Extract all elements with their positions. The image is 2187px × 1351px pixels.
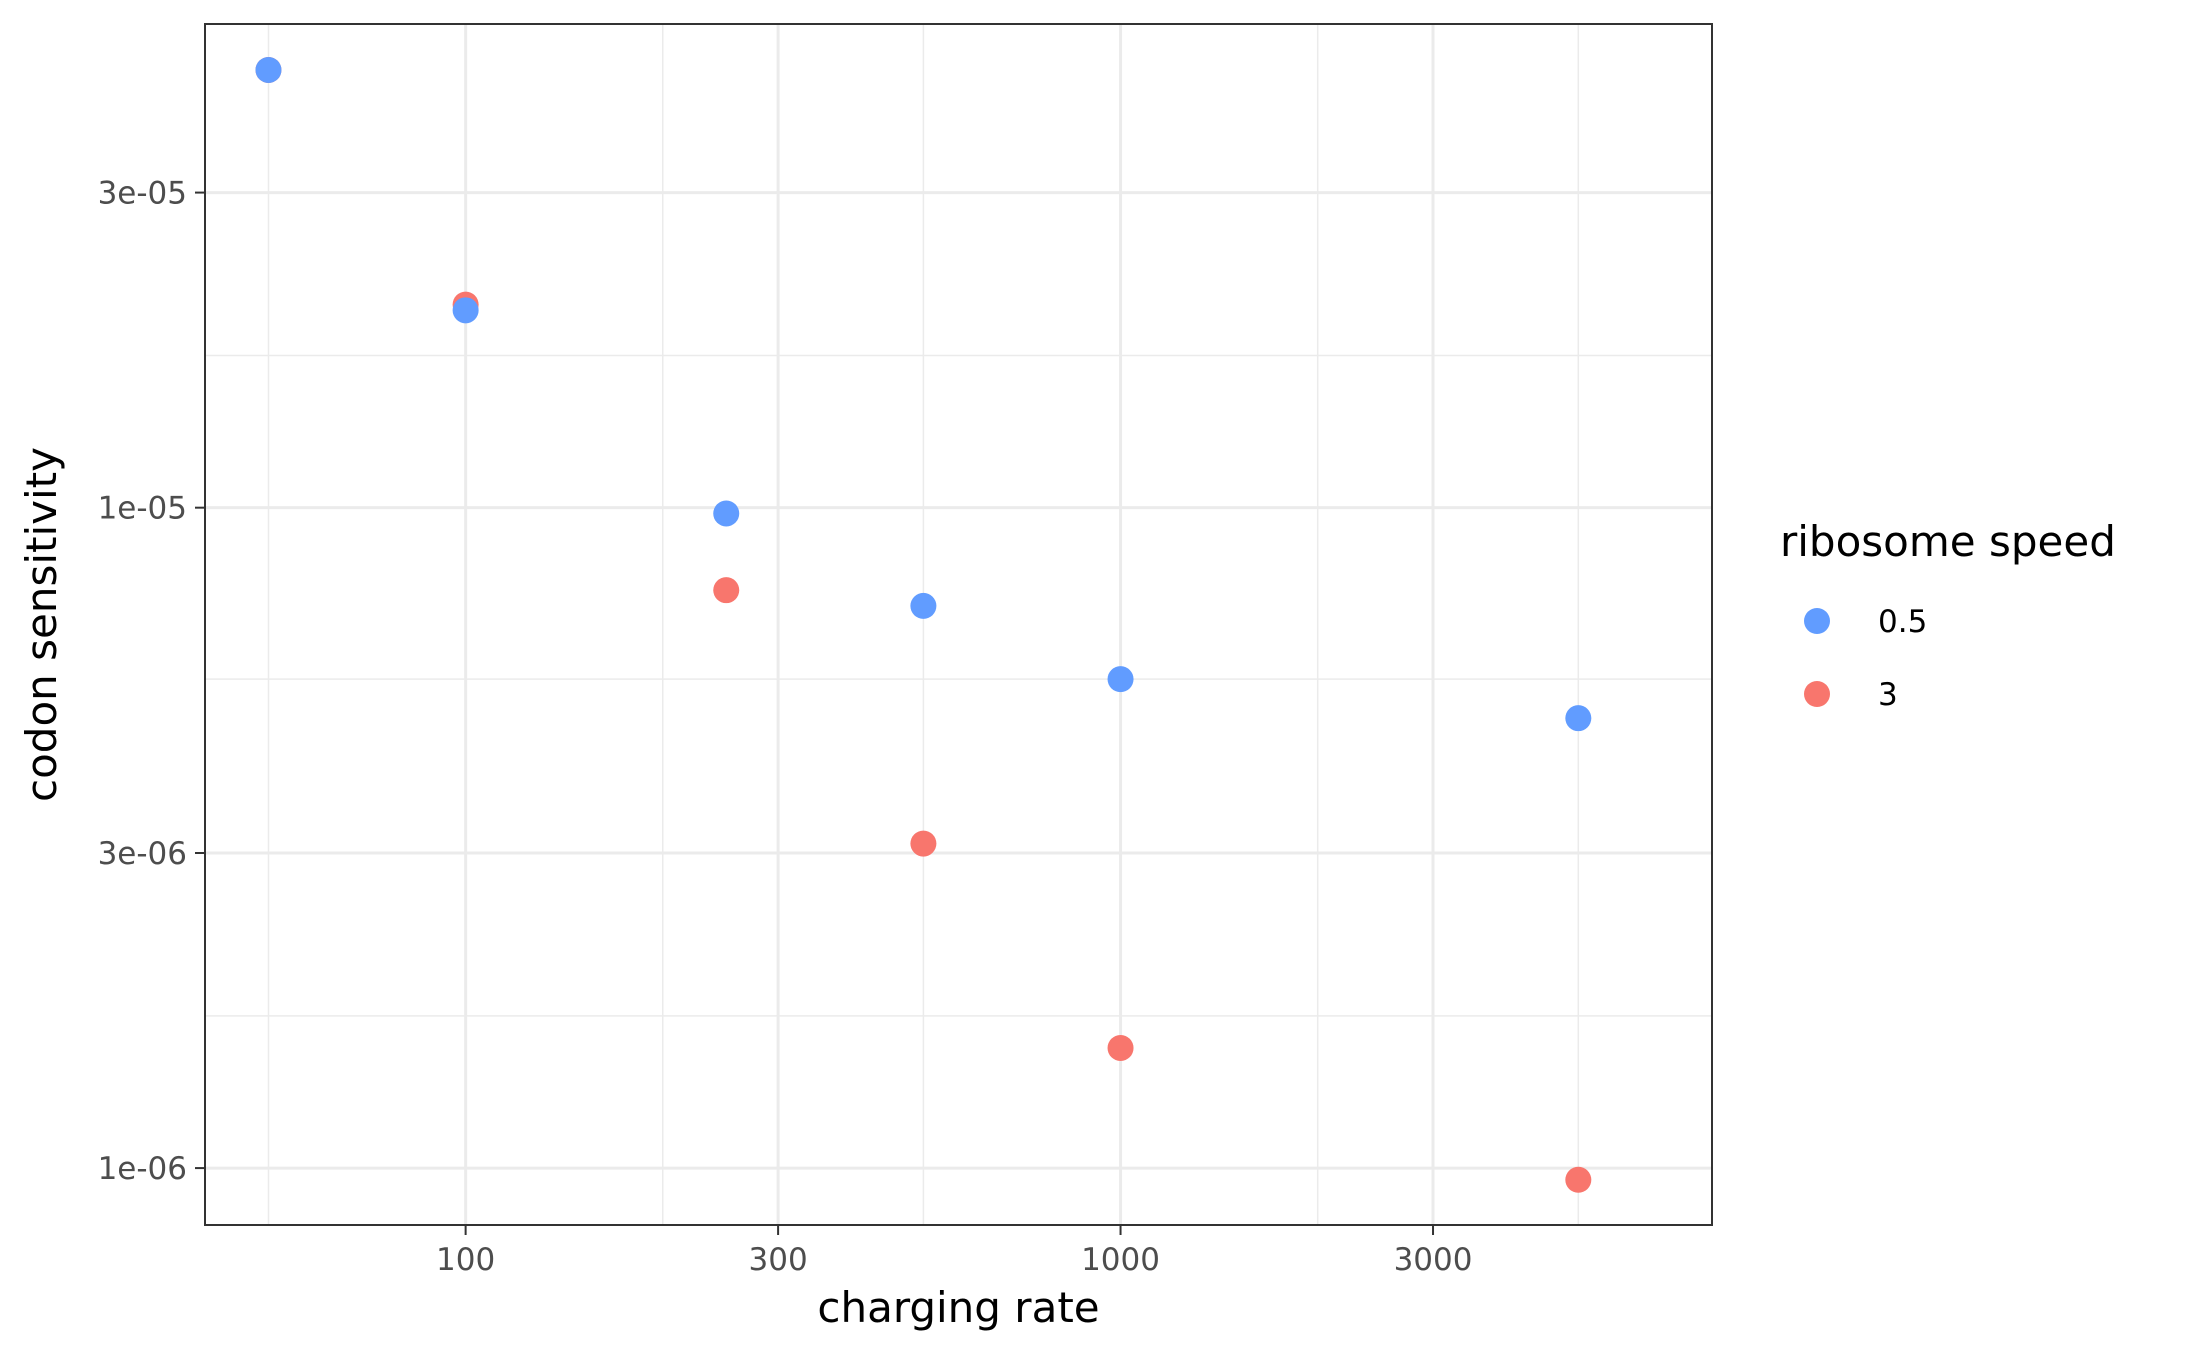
axes: 100 300 1000 3000 1e-06 3e-06 1e-05 3e-05 xyxy=(98,176,1473,1278)
data-points xyxy=(255,56,1592,1193)
data-point-speed-3 xyxy=(1107,1034,1134,1061)
legend-title: ribosome speed xyxy=(1780,517,2116,566)
legend-label: 0.5 xyxy=(1878,604,1927,640)
x-tick-label: 300 xyxy=(749,1242,808,1278)
legend: ribosome speed 0.5 3 xyxy=(1780,517,2116,713)
data-point-speed-0_5 xyxy=(255,56,282,83)
x-tick-label: 3000 xyxy=(1394,1242,1473,1278)
y-axis-title: codon sensitivity xyxy=(17,447,66,802)
data-point-speed-0_5 xyxy=(1565,705,1592,732)
data-point-speed-3 xyxy=(910,830,937,857)
data-point-speed-0_5 xyxy=(713,500,740,527)
panel-border xyxy=(204,23,1713,1226)
legend-key-speed-3 xyxy=(1804,681,1830,707)
grid xyxy=(205,24,1712,1225)
y-tick-label: 1e-05 xyxy=(98,491,187,527)
data-point-speed-3 xyxy=(713,577,740,604)
y-tick-label: 3e-05 xyxy=(98,176,187,212)
x-axis-title: charging rate xyxy=(817,1283,1099,1332)
data-point-speed-0_5 xyxy=(1107,666,1134,693)
x-tick-label: 100 xyxy=(436,1242,495,1278)
x-tick-label: 1000 xyxy=(1081,1242,1160,1278)
data-point-speed-0_5 xyxy=(910,592,937,619)
legend-label: 3 xyxy=(1878,677,1898,713)
legend-key-speed-0_5 xyxy=(1804,608,1830,634)
data-point-speed-0_5 xyxy=(452,297,479,324)
data-point-speed-3 xyxy=(1565,1166,1592,1193)
y-tick-label: 3e-06 xyxy=(98,836,187,872)
y-tick-label: 1e-06 xyxy=(98,1151,187,1187)
